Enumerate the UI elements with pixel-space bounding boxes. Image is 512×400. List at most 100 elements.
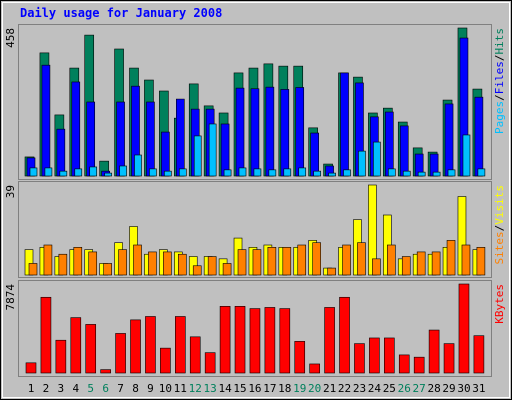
x-tick-label: 5 [87, 382, 94, 395]
x-tick-label: 9 [147, 382, 154, 395]
bar [473, 335, 485, 374]
bar [145, 316, 156, 374]
bar [56, 128, 66, 177]
bar [58, 253, 68, 276]
x-tick-label: 26 [398, 382, 411, 395]
bar [223, 169, 232, 177]
x-tick-label: 13 [204, 382, 217, 395]
bar [432, 171, 441, 177]
bar [115, 333, 126, 374]
bar [222, 263, 232, 276]
bar [148, 251, 157, 276]
x-tick-label: 29 [442, 382, 455, 395]
bar [373, 141, 381, 177]
x-tick-label: 1 [28, 382, 35, 395]
bar [103, 263, 112, 276]
bar [220, 123, 230, 177]
legend-entry: Hits [493, 28, 506, 55]
bar [130, 319, 141, 374]
bar [252, 249, 262, 276]
y-tick-label: 39 [4, 185, 17, 198]
chart-title: Daily usage for January 2008 [20, 6, 222, 20]
bar [431, 251, 441, 276]
bar [192, 265, 202, 276]
bar [343, 169, 351, 177]
bar [116, 101, 125, 177]
bar [428, 329, 440, 374]
bar [313, 170, 321, 177]
bar [208, 123, 217, 177]
bar [193, 135, 202, 177]
x-tick-label: 30 [457, 382, 470, 395]
x-tick-label: 2 [43, 382, 50, 395]
bar [474, 96, 484, 177]
bar [340, 72, 349, 177]
bar [416, 251, 426, 276]
bar [146, 101, 155, 177]
bar [71, 81, 81, 177]
bar [86, 101, 96, 177]
bar [234, 306, 246, 374]
bar [44, 167, 53, 177]
bar [295, 87, 305, 177]
bar [164, 170, 172, 177]
bar [104, 172, 112, 177]
bar [462, 134, 471, 177]
bar [219, 306, 231, 374]
bar [384, 337, 395, 374]
bar [176, 98, 185, 177]
y-tick-label: 7874 [4, 284, 17, 311]
x-tick-label: 18 [278, 382, 291, 395]
bar [477, 168, 486, 177]
bar [385, 111, 394, 177]
bar [249, 308, 261, 374]
legend: Sites/Visits [493, 185, 506, 265]
bar [446, 240, 456, 276]
bar [40, 296, 52, 374]
bar [387, 244, 396, 276]
x-tick-label: 6 [102, 382, 109, 395]
x-tick-label: 24 [368, 382, 382, 395]
legend-entry: Pages [493, 101, 506, 134]
bar [443, 343, 455, 374]
bar [161, 131, 170, 177]
y-tick-label: 458 [4, 28, 17, 48]
bar [160, 347, 171, 374]
x-tick-label: 10 [159, 382, 172, 395]
bar [413, 356, 425, 374]
bar [55, 339, 67, 374]
bar [189, 336, 201, 374]
bar [74, 168, 83, 177]
bar [357, 242, 366, 276]
legend-entry: Files [493, 61, 506, 94]
panel-frame [18, 280, 492, 377]
x-tick-label: 19 [293, 382, 306, 395]
bar [294, 341, 306, 374]
bar [328, 172, 336, 177]
bar [250, 88, 260, 177]
bar [354, 343, 365, 374]
bar [339, 296, 350, 374]
bar [134, 154, 142, 177]
bar [175, 316, 186, 374]
legend-separator: / [493, 225, 506, 232]
x-tick-label: 12 [189, 382, 202, 395]
bar [238, 167, 247, 177]
x-tick-label: 27 [413, 382, 426, 395]
bar [461, 244, 471, 276]
panel-frame [18, 181, 492, 278]
x-tick-label: 4 [72, 382, 79, 395]
bar [133, 244, 142, 276]
legend-separator: / [493, 94, 506, 101]
bar [476, 247, 486, 276]
bar [312, 242, 321, 276]
bar [309, 363, 320, 374]
x-tick-label: 15 [233, 382, 246, 395]
bar [25, 362, 37, 374]
x-tick-label: 8 [132, 382, 139, 395]
bar [41, 64, 51, 177]
bar [70, 317, 82, 374]
panel-frame [18, 24, 492, 180]
